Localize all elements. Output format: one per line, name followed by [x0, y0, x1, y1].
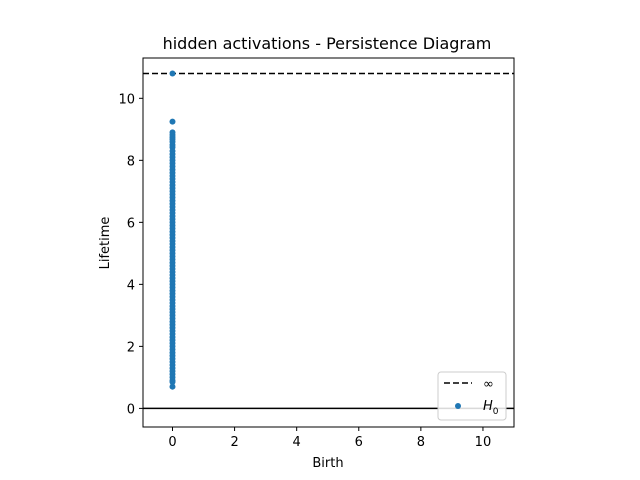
x-tick-label: 10 [475, 435, 492, 450]
x-tick-label: 2 [230, 435, 238, 450]
legend-h0-marker [455, 403, 461, 409]
legend-h0-letter: H [483, 399, 493, 414]
legend-box [437, 371, 507, 421]
y-axis: 0 2 4 6 8 10 [118, 92, 143, 417]
legend-h0-subscript: 0 [493, 407, 499, 417]
data-point-h0 [169, 383, 176, 390]
y-tick-label: 0 [127, 402, 135, 417]
y-tick-label: 4 [127, 278, 135, 293]
y-tick-label: 6 [127, 216, 135, 231]
x-tick-label: 8 [417, 435, 425, 450]
data-point-h0 [169, 379, 176, 386]
x-axis-label: Birth [312, 456, 343, 471]
y-tick-label: 2 [127, 340, 135, 355]
axes-frame [142, 57, 515, 428]
x-tick-label: 4 [293, 435, 301, 450]
plot-area [143, 70, 514, 410]
legend-infinity-label: ∞ [483, 377, 494, 392]
legend-h0-label: H0 [483, 399, 499, 417]
chart-title: hidden activations - Persistence Diagram [163, 34, 492, 53]
y-tick-label: 10 [118, 92, 135, 107]
x-axis: 0 2 4 6 8 10 [168, 427, 491, 450]
y-tick-label: 8 [127, 154, 135, 169]
data-point-h0 [169, 118, 176, 125]
x-tick-label: 6 [355, 435, 363, 450]
y-axis-label: Lifetime [98, 217, 113, 270]
legend: ∞ H0 [437, 371, 507, 421]
data-point-h0 [169, 70, 176, 77]
x-tick-label: 0 [168, 435, 176, 450]
